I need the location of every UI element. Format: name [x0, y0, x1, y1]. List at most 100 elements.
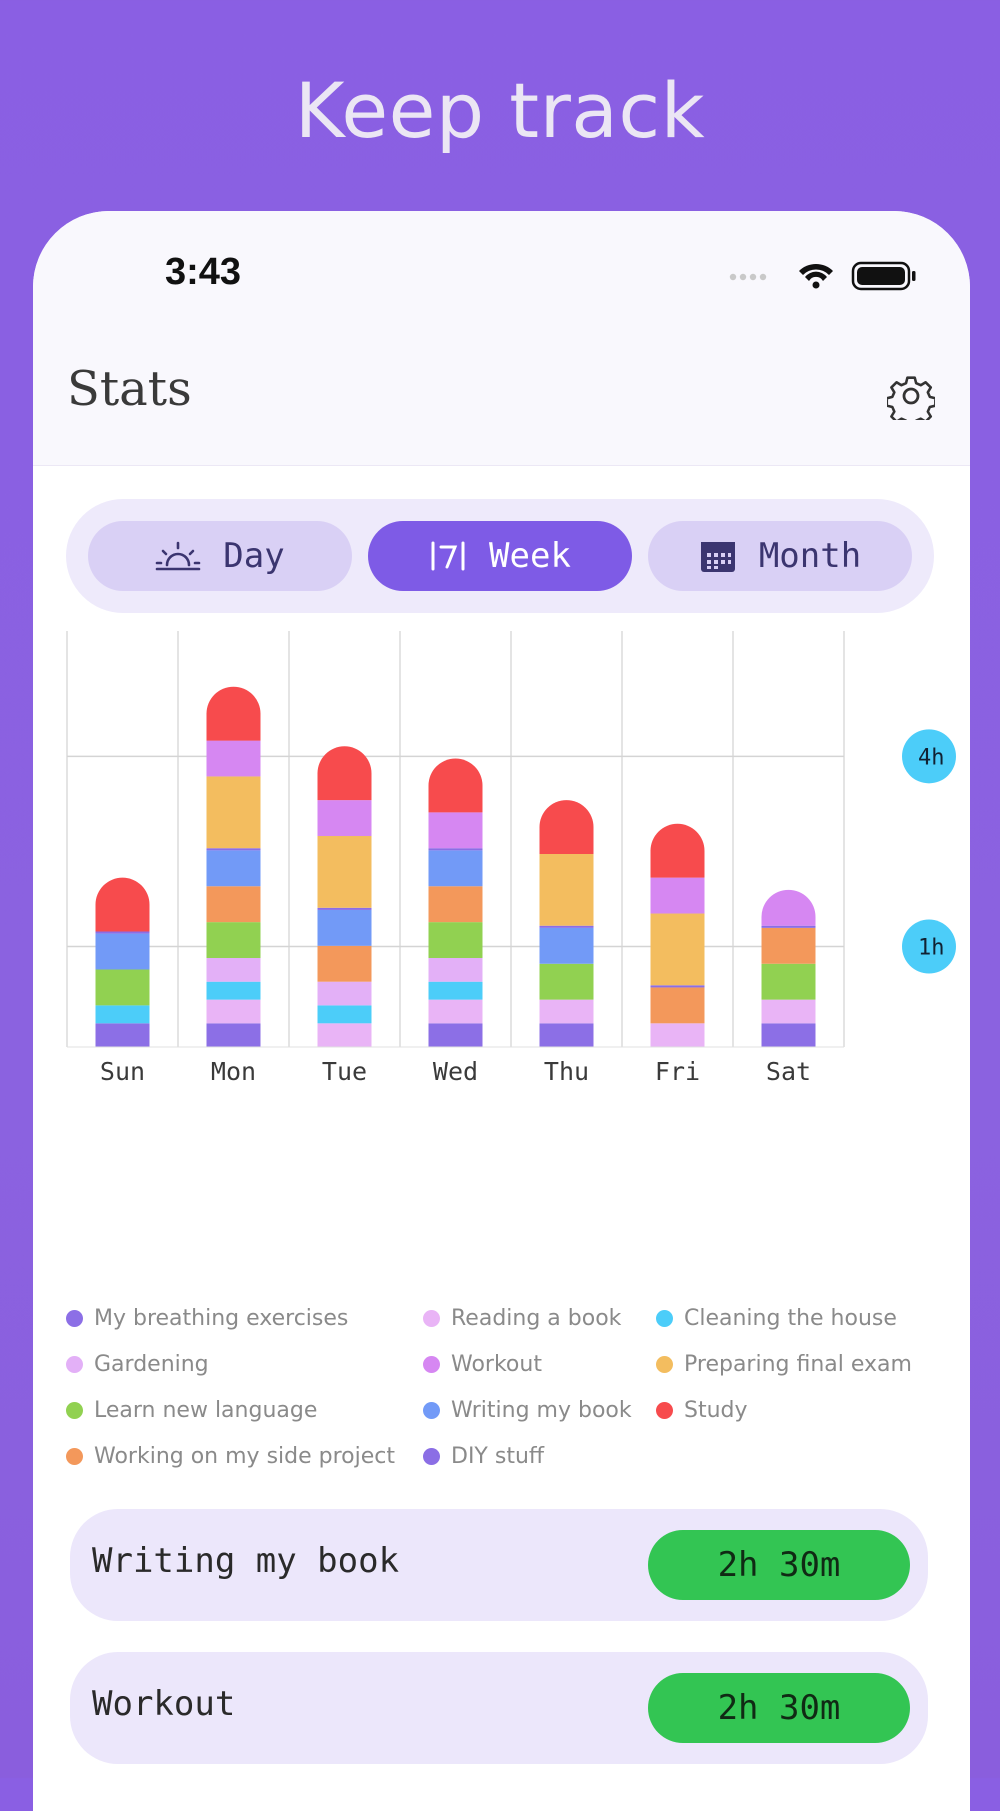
legend-swatch	[66, 1356, 83, 1373]
x-tick-label: Mon	[211, 1057, 256, 1086]
bar-segment	[650, 913, 705, 986]
bar-segment	[761, 1023, 816, 1047]
bar-segment	[428, 981, 483, 1000]
x-tick-label: Fri	[655, 1057, 700, 1086]
bar-segment	[206, 922, 261, 959]
legend-label: My breathing exercises	[94, 1306, 349, 1331]
bar-segment	[206, 981, 261, 1000]
legend-swatch	[423, 1448, 440, 1465]
wifi-icon	[799, 263, 833, 289]
bar-segment	[428, 848, 483, 851]
bar-segment	[95, 1023, 150, 1047]
bar-segment	[539, 999, 594, 1024]
bar-segment	[206, 740, 261, 777]
bar-segment	[317, 800, 372, 837]
reference-badge: 4h	[902, 729, 956, 784]
bar-segment	[206, 686, 261, 741]
legend-swatch	[423, 1402, 440, 1419]
bar-segment	[539, 853, 594, 926]
bar-segment	[650, 985, 705, 988]
bar-segment	[206, 958, 261, 982]
tab-week[interactable]: Week	[368, 521, 632, 591]
legend-swatch	[66, 1402, 83, 1419]
legend-item: DIY stuff	[423, 1444, 544, 1469]
battery-icon	[851, 261, 916, 291]
activity-duration-badge: 2h 30m	[648, 1530, 910, 1600]
bar-segment	[206, 999, 261, 1024]
bar-segment	[539, 1023, 594, 1047]
bar-segment	[539, 927, 594, 964]
bar-segment	[761, 889, 816, 926]
bar-segment	[428, 958, 483, 982]
legend-item: Learn new language	[66, 1398, 317, 1423]
bar-segment	[539, 800, 594, 854]
tab-day-label: Day	[223, 536, 285, 576]
bar-segment	[206, 776, 261, 849]
legend-swatch	[423, 1310, 440, 1327]
legend-item: Workout	[423, 1352, 542, 1377]
legend-item: Writing my book	[423, 1398, 632, 1423]
bar-segment	[317, 836, 372, 908]
legend-label: DIY stuff	[451, 1444, 545, 1469]
sunrise-icon	[155, 541, 201, 571]
bar-segment	[95, 877, 150, 932]
bar-segment	[761, 999, 816, 1024]
bar-segment	[95, 969, 150, 1006]
bar-segment	[650, 823, 705, 878]
bar-segment	[761, 925, 816, 928]
legend-label: Cleaning the house	[684, 1306, 897, 1331]
legend-swatch	[66, 1448, 83, 1465]
bar-segment	[650, 877, 705, 914]
x-tick-label: Sat	[766, 1057, 811, 1086]
bar-segment	[206, 848, 261, 851]
legend-label: Gardening	[94, 1352, 209, 1377]
bar-segment	[428, 886, 483, 923]
bar-segment	[317, 1005, 372, 1024]
bar-segment	[206, 850, 261, 887]
week-icon	[431, 541, 465, 571]
legend-swatch	[656, 1402, 673, 1419]
phone-screen: 3:43 Stats	[33, 211, 970, 1811]
bar-segment	[317, 945, 372, 982]
bar-segment	[761, 927, 816, 964]
activity-name: Workout	[92, 1684, 236, 1724]
legend-item: Study	[656, 1398, 748, 1423]
legend-item: Working on my side project	[66, 1444, 395, 1469]
bar-segment	[539, 963, 594, 1000]
legend-label: Workout	[451, 1352, 542, 1377]
legend-label: Study	[684, 1398, 748, 1423]
legend-item: Preparing final exam	[656, 1352, 912, 1377]
bar-segment	[428, 812, 483, 849]
gear-icon[interactable]	[887, 372, 935, 420]
legend-item: Cleaning the house	[656, 1306, 897, 1331]
calendar-icon	[700, 542, 735, 572]
bar-segment	[317, 746, 372, 801]
tab-day[interactable]: Day	[88, 521, 352, 591]
status-time: 3:43	[165, 251, 242, 293]
x-tick-label: Thu	[544, 1057, 589, 1086]
activity-duration-badge: 2h 30m	[648, 1673, 910, 1743]
legend-label: Working on my side project	[94, 1444, 395, 1469]
bar-segment	[428, 850, 483, 887]
legend-label: Preparing final exam	[684, 1352, 912, 1377]
bar-segment	[650, 1023, 705, 1047]
activity-card-writing[interactable]: Writing my book 2h 30m	[70, 1509, 928, 1621]
tab-month-label: Month	[758, 536, 862, 576]
page-title: Stats	[67, 361, 192, 417]
headline: Keep track	[294, 66, 706, 155]
bar-segment	[539, 925, 594, 928]
svg-text:4h: 4h	[918, 745, 945, 770]
legend-item: Gardening	[66, 1352, 209, 1377]
reference-badge: 1h	[902, 919, 956, 974]
bar-segment	[317, 907, 372, 910]
bar-segment	[317, 1023, 372, 1047]
bar-segment	[317, 909, 372, 946]
legend-item: Reading a book	[423, 1306, 621, 1331]
tab-month[interactable]: Month	[648, 521, 912, 591]
activity-card-workout[interactable]: Workout 2h 30m	[70, 1652, 928, 1764]
legend-label: Learn new language	[94, 1398, 318, 1423]
bar-segment	[428, 1023, 483, 1047]
bar-segment	[317, 981, 372, 1006]
legend-label: Reading a book	[451, 1306, 622, 1331]
tab-week-label: Week	[489, 536, 571, 576]
